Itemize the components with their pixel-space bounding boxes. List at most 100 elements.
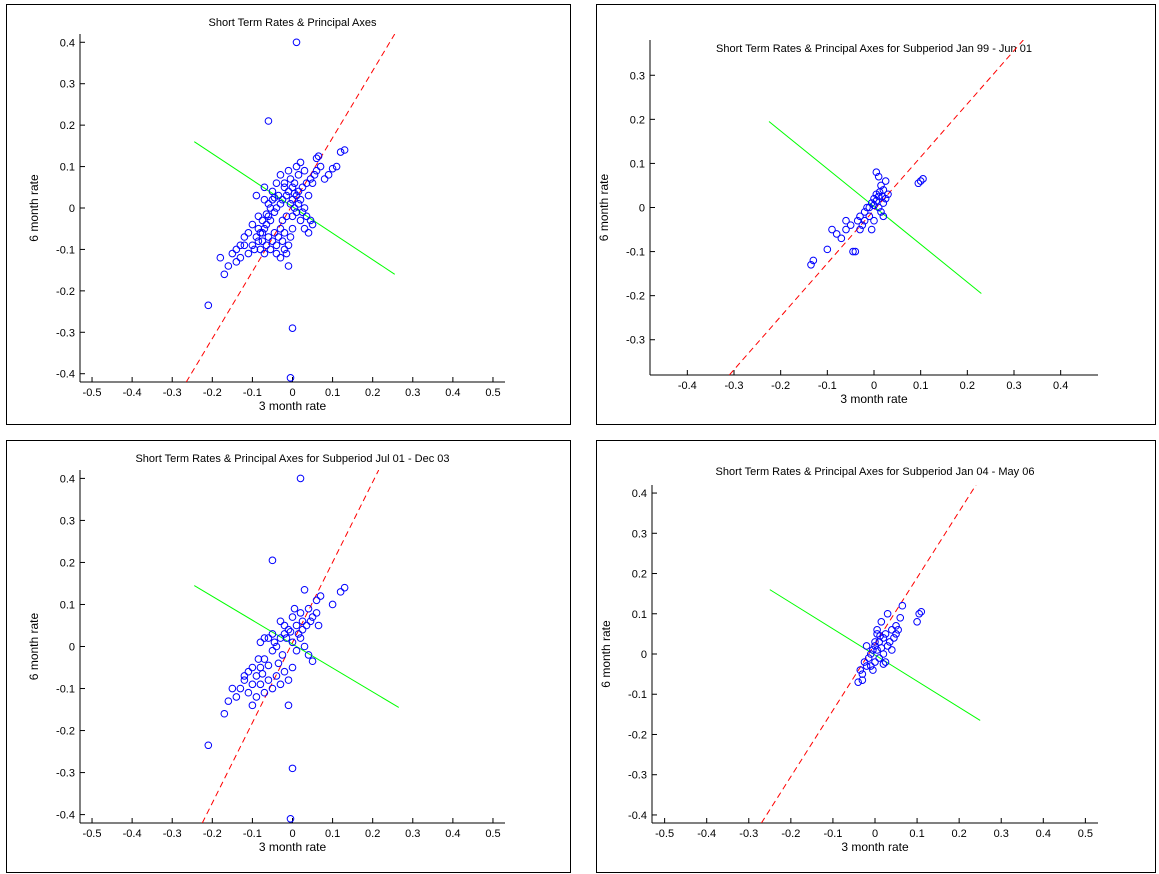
y-axis-label: 6 month rate: [599, 620, 613, 688]
scatter-point: [308, 657, 317, 666]
x-tick-label: 0.4: [1053, 380, 1068, 392]
x-tick-label: -0.1: [823, 828, 842, 840]
y-tick-label: 0.1: [632, 609, 647, 621]
x-tick-label: 0.1: [325, 387, 340, 399]
scatter-point: [288, 613, 297, 621]
scatter-point: [296, 158, 305, 167]
y-tick-label: -0.1: [56, 684, 75, 696]
scatter-point: [288, 212, 297, 221]
scatter-point: [250, 245, 259, 254]
scatter-point: [258, 670, 267, 678]
x-tick-label: -0.1: [818, 380, 837, 392]
x-tick-label: 0.2: [960, 380, 975, 392]
y-tick-label: -0.3: [56, 768, 75, 780]
principal-axis-solid-line: [769, 589, 981, 721]
scatter-point: [296, 634, 305, 642]
scatter-point: [300, 166, 309, 175]
scatter-point: [300, 204, 309, 212]
x-axis-label: 3 month rate: [841, 840, 909, 854]
x-tick-label: 0.4: [445, 828, 460, 840]
plot-area: [760, 485, 981, 823]
y-tick-label: 0.2: [630, 114, 645, 126]
scatter-point: [254, 655, 263, 663]
scatter-point: [280, 229, 289, 237]
scatter-point: [296, 609, 305, 617]
scatter-point: [220, 270, 229, 279]
panel-frame: [596, 440, 1156, 873]
scatter-point: [888, 626, 896, 634]
scatter-point: [877, 644, 886, 652]
scatter-point: [228, 249, 237, 258]
y-tick-label: -0.4: [628, 810, 647, 822]
scatter-point: [268, 237, 277, 245]
chart-title: Short Term Rates & Principal Axes: [209, 17, 377, 29]
scatter-point: [280, 183, 289, 192]
scatter-point: [340, 146, 349, 154]
scatter-point: [866, 662, 875, 670]
x-tick-label: 0.5: [485, 387, 500, 399]
scatter-point: [280, 667, 289, 676]
scatter-point: [292, 38, 301, 47]
scatter-point: [296, 216, 305, 225]
x-tick-label: 0: [871, 380, 877, 392]
scatter-point: [280, 179, 289, 187]
y-tick-label: -0.1: [56, 244, 75, 256]
chart-panel-1: Short Term Rates & Principal Axes -0.5 -0.…: [6, 4, 571, 425]
y-tick-label: 0.4: [632, 488, 647, 500]
y-tick-label: 0: [641, 649, 647, 661]
principal-axis-solid-line: [193, 141, 396, 275]
scatter-point: [260, 195, 269, 204]
scatter-point: [268, 195, 277, 204]
y-tick-label: 0.1: [60, 599, 75, 611]
scatter-point: [266, 216, 275, 225]
scatter-point: [284, 625, 293, 634]
scatter-point: [306, 617, 315, 626]
scatter-point: [256, 663, 265, 672]
scatter-point: [244, 229, 253, 237]
scatter-point: [316, 162, 325, 171]
scatter-point: [284, 241, 293, 250]
scatter-point: [867, 199, 876, 207]
scatter-point: [254, 237, 263, 245]
scatter-point: [809, 256, 818, 265]
y-tick-label: 0.3: [632, 528, 647, 540]
scatter-point: [228, 684, 237, 693]
x-tick-label: -0.3: [163, 387, 182, 399]
scatter-point: [232, 245, 241, 254]
scatter-point: [276, 171, 285, 179]
y-tick-label: -0.2: [628, 729, 647, 741]
scatter-point: [862, 642, 871, 650]
scatter-point: [881, 630, 890, 638]
scatter-point: [288, 663, 297, 672]
scatter-point: [240, 676, 249, 684]
scatter-point: [828, 225, 836, 234]
scatter-point: [304, 191, 313, 200]
scatter-point: [879, 660, 888, 668]
scatter-point: [914, 179, 923, 188]
scatter-point: [262, 210, 271, 219]
y-tick-label: -0.4: [56, 369, 75, 381]
x-tick-label: 0.3: [994, 828, 1009, 840]
scatter-point: [290, 189, 299, 198]
x-tick-label: 0.3: [1006, 380, 1021, 392]
scatter-point: [288, 638, 297, 647]
scatter-point: [240, 241, 249, 250]
x-tick-label: -0.2: [771, 380, 790, 392]
scatter-point: [216, 253, 225, 262]
y-tick-label: 0.1: [630, 158, 645, 170]
y-axis-label: 6 month rate: [597, 173, 611, 241]
panel-frame: [6, 440, 571, 873]
y-tick-label: 0.2: [60, 120, 75, 132]
scatter-point: [288, 183, 297, 192]
scatter-point: [236, 684, 245, 693]
scatter-point: [300, 224, 309, 233]
x-tick-label: -0.2: [781, 828, 800, 840]
scatter-point: [258, 216, 267, 225]
scatter-point: [280, 621, 289, 630]
scatter-point: [302, 621, 311, 630]
scatter-point: [270, 193, 279, 202]
scatter-point: [858, 670, 867, 678]
scatter-point: [256, 229, 265, 237]
x-tick-label: 0: [289, 828, 295, 840]
scatter-point: [314, 621, 323, 630]
